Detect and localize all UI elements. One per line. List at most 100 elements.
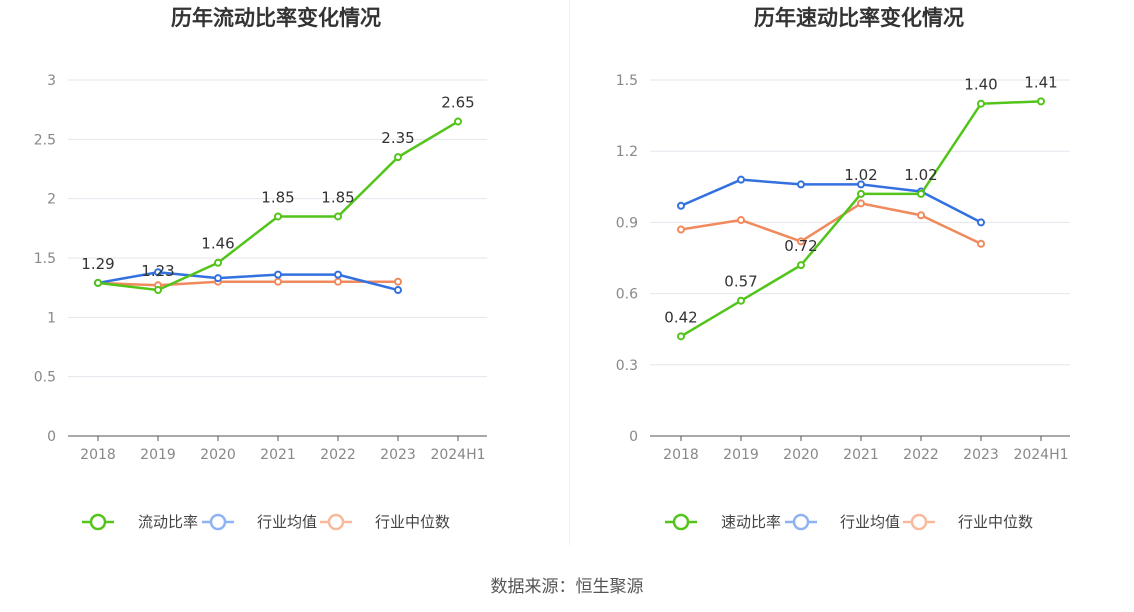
data-label: 1.46 xyxy=(201,235,234,253)
current-ratio-chart: 历年流动比率变化情况 0 0.5 1 1.5 2 2.5 3 2018 2019 2020 2021 2… xyxy=(34,6,487,531)
series-line-avg xyxy=(680,178,982,224)
data-point-avg xyxy=(857,180,865,189)
legend-label: 流动比率 xyxy=(138,513,198,531)
data-point-main xyxy=(977,99,985,108)
data-point-main xyxy=(274,212,282,221)
data-label: 1.02 xyxy=(904,166,937,184)
quick-ratio-chart: 历年速动比率变化情况 0 0.3 0.6 0.9 1.2 1.5 2018 2019 2020 20… xyxy=(616,6,1070,531)
data-point-median xyxy=(977,239,985,248)
legend-marker xyxy=(89,513,107,531)
x-tick-label: 2018 xyxy=(80,447,116,463)
data-point-median xyxy=(917,211,925,220)
data-label: 1.85 xyxy=(321,188,354,206)
data-label: 1.40 xyxy=(964,76,997,94)
legend-marker xyxy=(910,513,928,531)
data-point-avg xyxy=(154,268,162,277)
data-point-median xyxy=(797,237,805,246)
y-tick-label: 0.9 xyxy=(616,215,638,231)
legend-marker xyxy=(209,513,227,531)
x-tick-label: 2019 xyxy=(140,447,176,463)
x-tick-label: 2020 xyxy=(200,447,236,463)
data-label: 1.02 xyxy=(844,166,877,184)
legend-label: 行业中位数 xyxy=(375,513,450,531)
data-point-median xyxy=(274,277,282,286)
data-point-main xyxy=(154,286,162,295)
legend-item-median: 行业中位数 xyxy=(903,513,1033,531)
y-tick-label: 1.5 xyxy=(616,73,638,89)
data-label: 2.35 xyxy=(381,129,414,147)
data-point-avg xyxy=(977,218,985,227)
data-point-main xyxy=(797,261,805,270)
data-label: 0.72 xyxy=(784,237,817,255)
series-line-median xyxy=(680,202,982,245)
x-tick-label: 2020 xyxy=(783,447,819,463)
data-point-main xyxy=(94,278,102,287)
y-tick-label: 0.3 xyxy=(616,358,638,374)
y-tick-label: 2.5 xyxy=(34,132,56,148)
x-tick-label: 2022 xyxy=(903,447,939,463)
legend-marker xyxy=(327,513,345,531)
data-label: 1.29 xyxy=(81,255,114,273)
data-label: 2.65 xyxy=(441,94,474,112)
data-label: 1.23 xyxy=(141,262,174,280)
legend-label: 行业均值 xyxy=(257,513,317,531)
x-tick-label: 2022 xyxy=(320,447,356,463)
panel-divider xyxy=(569,0,570,545)
data-label: 0.57 xyxy=(724,273,757,291)
y-tick-label: 0.6 xyxy=(616,287,638,303)
data-point-median xyxy=(857,199,865,208)
y-tick-label: 0 xyxy=(629,429,638,445)
legend-item-main: 流动比率 xyxy=(82,513,198,531)
legend-marker xyxy=(672,513,690,531)
data-label: 1.41 xyxy=(1024,73,1057,91)
x-tick-label: 2021 xyxy=(260,447,296,463)
y-tick-label: 2 xyxy=(47,192,56,208)
data-point-avg xyxy=(274,270,282,279)
data-point-avg xyxy=(214,274,222,283)
data-point-avg xyxy=(394,286,402,295)
data-point-median xyxy=(394,277,402,286)
chart-title: 历年速动比率变化情况 xyxy=(754,6,964,30)
data-point-median xyxy=(677,225,685,234)
data-source-note: 数据来源：恒生聚源 xyxy=(490,577,644,597)
y-tick-label: 0 xyxy=(47,429,56,445)
series-line-main xyxy=(680,100,1042,338)
data-point-main xyxy=(334,212,342,221)
x-tick-label: 2018 xyxy=(663,447,699,463)
x-tick-label: 2019 xyxy=(723,447,759,463)
x-tick-label: 2023 xyxy=(380,447,416,463)
x-tick-label: 2024H1 xyxy=(430,447,485,463)
data-point-main xyxy=(214,258,222,267)
data-point-main xyxy=(1037,97,1045,106)
data-point-avg xyxy=(797,180,805,189)
y-tick-label: 3 xyxy=(47,73,56,89)
legend-item-median: 行业中位数 xyxy=(320,513,450,531)
data-point-avg xyxy=(677,201,685,210)
data-label: 1.85 xyxy=(261,188,294,206)
series-line-median xyxy=(97,280,398,287)
legend-label: 行业中位数 xyxy=(958,513,1033,531)
data-label: 0.42 xyxy=(664,308,697,326)
data-point-median xyxy=(334,277,342,286)
y-tick-label: 0.5 xyxy=(34,370,56,386)
series-line-avg xyxy=(97,270,399,292)
data-point-main xyxy=(917,189,925,198)
data-point-main xyxy=(394,153,402,162)
y-tick-label: 1.2 xyxy=(616,144,638,160)
x-tick-label: 2024H1 xyxy=(1013,447,1068,463)
data-point-median xyxy=(737,216,745,225)
data-point-avg xyxy=(334,270,342,279)
legend-label: 行业均值 xyxy=(840,513,900,531)
y-tick-label: 1.5 xyxy=(34,251,56,267)
legend-label: 速动比率 xyxy=(721,513,781,531)
data-point-main xyxy=(677,332,685,341)
y-tick-label: 1 xyxy=(47,310,56,326)
x-tick-label: 2021 xyxy=(843,447,879,463)
chart-title: 历年流动比率变化情况 xyxy=(171,6,381,30)
legend-item-avg: 行业均值 xyxy=(785,513,900,531)
legend-item-main: 速动比率 xyxy=(665,513,781,531)
legend-item-avg: 行业均值 xyxy=(202,513,317,531)
x-tick-label: 2023 xyxy=(963,447,999,463)
data-point-main xyxy=(454,117,462,126)
